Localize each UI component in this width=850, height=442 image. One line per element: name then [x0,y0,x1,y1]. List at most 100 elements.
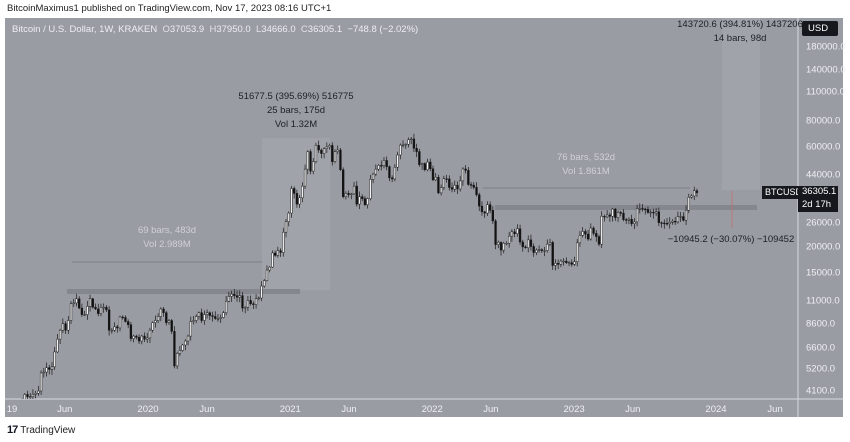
candle [118,315,122,332]
candle-body-up [75,298,78,304]
candle [426,158,429,172]
candle-body-up [102,306,105,309]
candle [350,192,353,200]
candle-body-up [230,293,233,297]
candle [205,309,209,319]
candle-body-up [178,350,182,354]
candle [342,167,345,199]
candle-body-up [439,187,443,194]
candle [192,316,195,325]
candle [393,164,397,182]
candle [448,175,451,191]
candle-body-up [276,250,280,256]
candle [682,212,685,222]
candle-body-up [325,146,328,150]
candle-body-up [358,196,361,205]
candle-body-up [219,317,222,319]
candle [595,230,598,242]
candle-body-down [630,218,633,224]
candle-body-down [388,166,391,179]
candle [279,248,282,257]
candle-body-up [350,193,353,195]
candle-body-up [510,231,514,237]
measure-1-bars: 69 bars, 483d [137,225,197,236]
support-zone-1[interactable] [67,289,300,294]
candle [290,185,293,218]
candle [295,189,299,208]
time-tick-label: 2023 [563,404,585,415]
time-tick-label: Jun [483,404,499,415]
candle-body-up [459,180,462,190]
candle-body-down [450,187,454,190]
candle-body-down [483,211,486,214]
candle [39,370,43,395]
candle-body-down [472,184,475,188]
candle-body-up [34,393,37,395]
candle [622,209,625,222]
candle [546,239,549,253]
measure-box-5[interactable] [722,18,760,190]
candle-body-down [469,184,473,186]
candle-body-down [480,205,484,213]
candle [586,229,590,241]
candle-body-down [467,170,470,185]
candle [418,148,421,167]
candle [508,231,511,248]
candle-body-up [263,280,266,287]
candle-body-down [391,177,394,180]
candle [505,241,508,246]
price-tick-label: 15000.0 [806,267,841,279]
candle-body-up [508,235,511,244]
candle-body-down [78,298,81,309]
candle-body-down [48,367,51,370]
candle [219,314,222,323]
chart-panel[interactable] [5,18,843,417]
currency-button[interactable]: USD [802,21,838,36]
candle [241,292,244,312]
candle-body-down [309,151,312,172]
candle [510,229,514,242]
candle-body-up [284,221,288,233]
candle-body-down [532,246,535,253]
candle [186,334,190,346]
candle-body-up [88,298,92,307]
candle-body-down [603,216,606,218]
candle-body-up [254,298,258,305]
candle-body-up [616,212,620,218]
candle [42,367,45,378]
candle-body-down [521,241,524,248]
candle [456,181,459,195]
symbol-description: Bitcoin / U.S. Dollar, 1W, KRAKEN [12,24,158,35]
candle [154,315,157,328]
candle-body-up [83,314,86,316]
candle-body-up [401,144,405,147]
candle [254,294,258,309]
candle [600,211,603,249]
candle [143,332,146,343]
candle-body-up [176,353,179,367]
time-tick-label: 2024 [705,404,727,415]
candle-body-up [687,197,690,211]
candle [257,296,260,301]
last-price-label: 36305.1 2d 17h [798,186,838,212]
price-tick-label: 11000.0 [806,295,840,307]
candle [34,391,37,399]
candle-body-up [61,323,65,331]
footer-brand[interactable]: 17 TradingView [7,424,75,436]
last-price: 36305.1 [802,186,837,197]
candle-body-down [524,246,527,249]
candle [129,322,133,342]
candle [475,182,478,197]
candle-body-down [652,211,655,214]
price-tick-label: 60000.0 [806,141,841,153]
candle [107,306,111,336]
candle-body-down [625,219,628,221]
candle-body-up [67,320,70,331]
candle [235,290,239,302]
candle-body-up [410,138,413,141]
resistance-zone-2[interactable] [495,205,757,210]
candle [184,339,187,351]
candle [437,174,440,195]
candle [431,165,435,182]
